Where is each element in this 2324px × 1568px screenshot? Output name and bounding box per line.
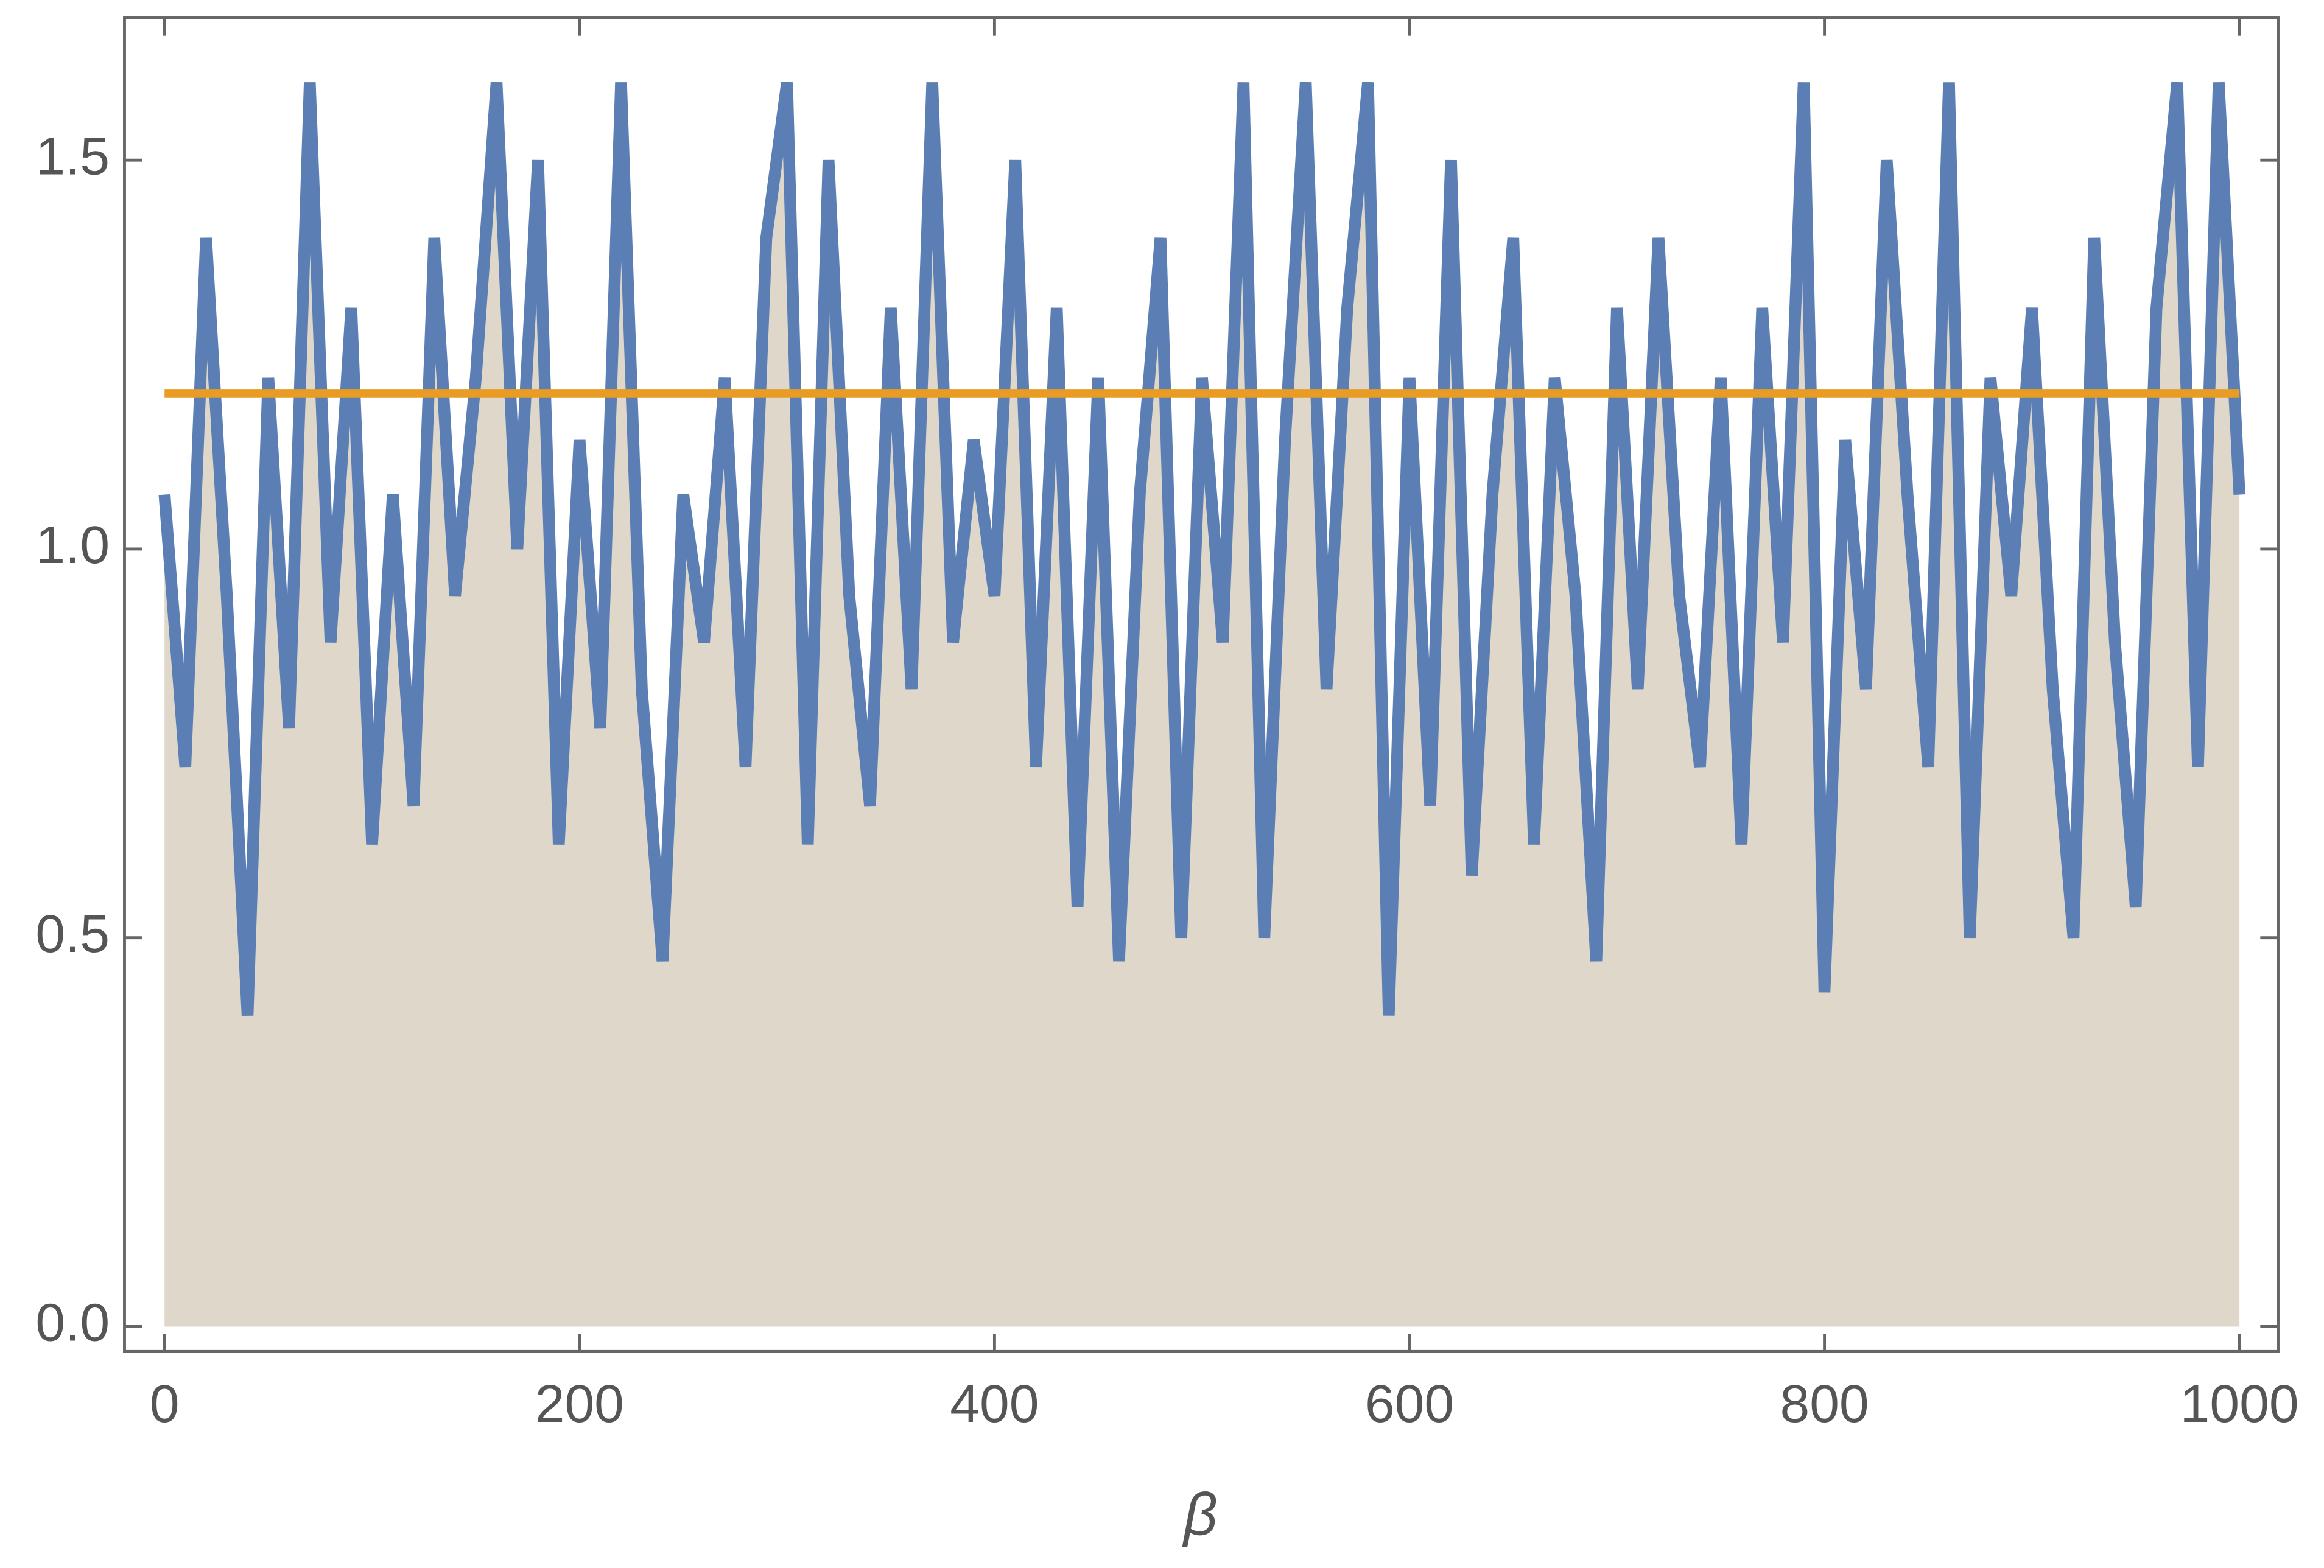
x-tick-label: 400: [950, 1374, 1039, 1433]
x-tick-label: 800: [1780, 1374, 1869, 1433]
x-tick-label: 600: [1365, 1374, 1454, 1433]
y-tick-label: 0.5: [35, 904, 110, 964]
x-tick-label: 1000: [2180, 1374, 2299, 1433]
y-tick-label: 0.0: [35, 1293, 110, 1353]
x-tick-label: 0: [150, 1374, 180, 1433]
x-axis-label: β: [1182, 1481, 1218, 1547]
y-tick-label: 1.5: [35, 126, 110, 186]
x-tick-label: 200: [535, 1374, 624, 1433]
y-tick-label: 1.0: [35, 515, 110, 575]
plot-frame: [123, 16, 2280, 1353]
